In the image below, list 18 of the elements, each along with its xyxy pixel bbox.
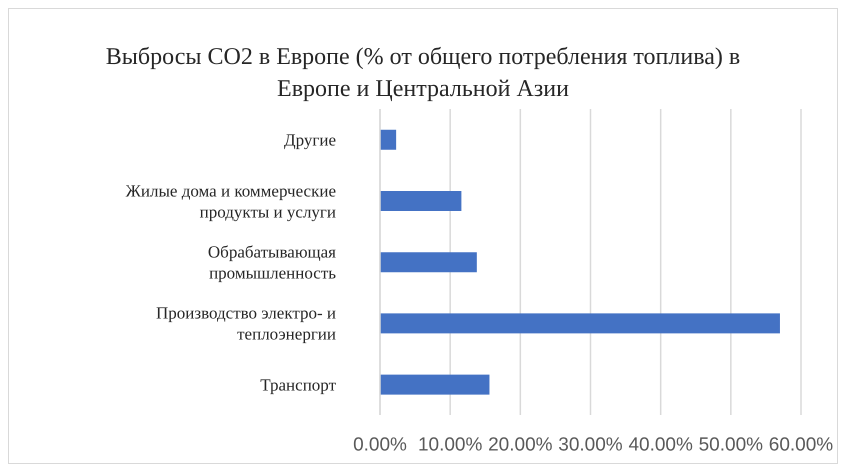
bar (380, 191, 462, 212)
x-tick-label: 50.00% (698, 434, 764, 456)
x-tick-label: 10.00% (418, 434, 482, 456)
x-tick-label: 20.00% (488, 434, 553, 456)
y-tick-label: Производство электро- и теплоэнергии (156, 304, 336, 344)
y-tick-label: Жилые дома и коммерческие продукты и услуги (126, 181, 336, 222)
y-tick-label: Другие (284, 130, 336, 150)
y-tick-label: Обрабатывающая промышленность (208, 242, 336, 282)
y-tick-label: Транспорт (260, 375, 337, 394)
bar (380, 313, 780, 334)
bar (380, 130, 396, 150)
x-tick-label: 0.00% (353, 434, 408, 456)
x-tick-label: 30.00% (558, 434, 623, 456)
bar (380, 374, 490, 395)
chart-title: Выбросы CO2 в Европе (% от общего потребления топлива) в Европе и Центральной Азии (104, 43, 742, 104)
x-tick-label: 40.00% (628, 434, 693, 456)
x-tick-label: 60.00% (768, 434, 834, 456)
bar (380, 252, 477, 272)
